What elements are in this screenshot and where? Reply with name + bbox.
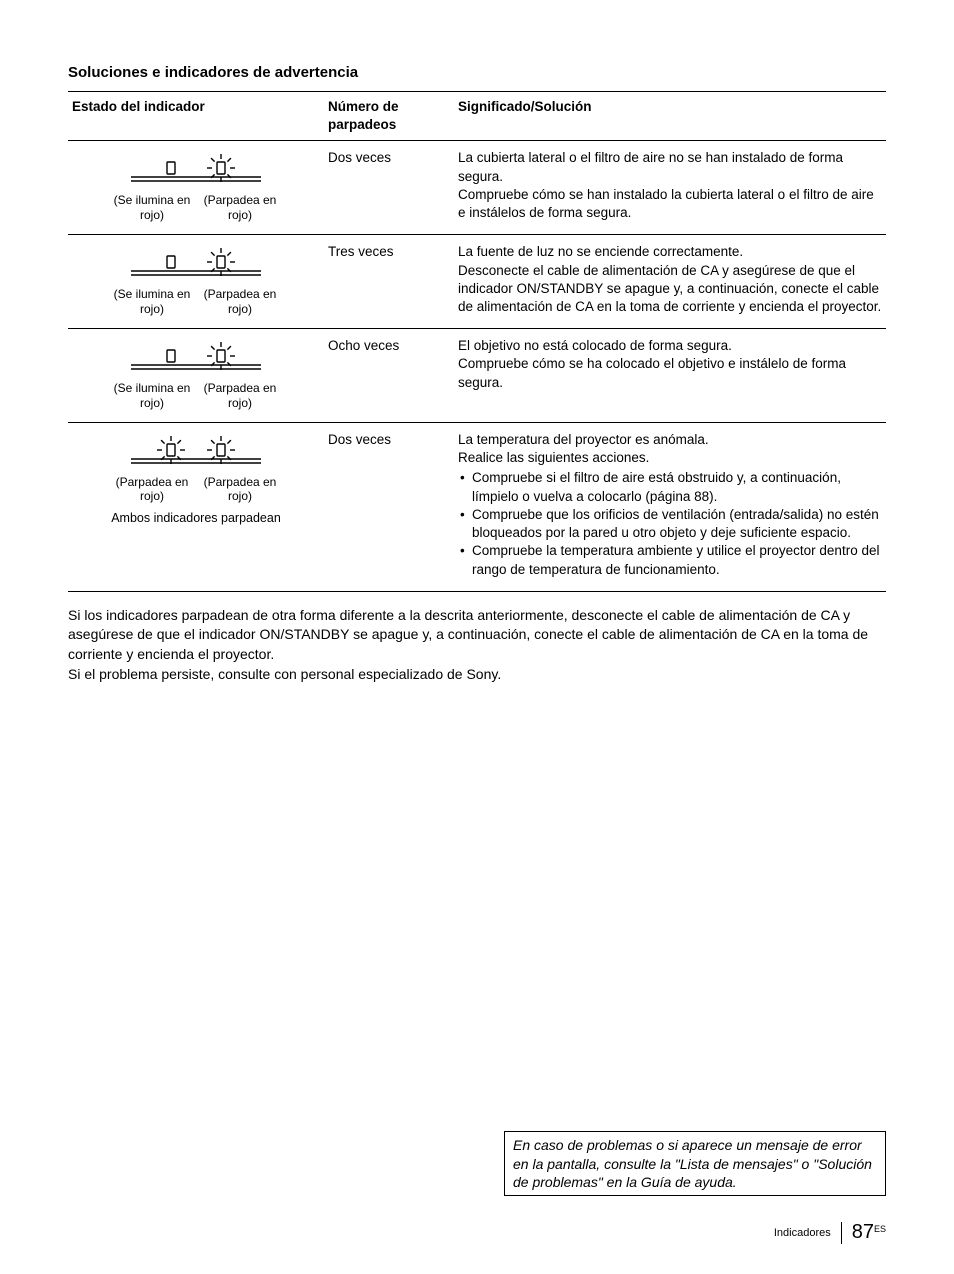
meaning-bullets: Compruebe si el filtro de aire está obst… bbox=[458, 469, 882, 578]
cell-meaning: La temperatura del proyector es anómala.… bbox=[454, 422, 886, 591]
footer-lang: ES bbox=[874, 1224, 886, 1234]
after-table-paragraph-2: Si el problema persiste, consulte con pe… bbox=[68, 665, 886, 685]
table-row: (Se ilumina en rojo) (Parpadea en rojo) Do… bbox=[68, 141, 886, 235]
header-flashes: Número de parpadeos bbox=[324, 92, 454, 141]
cell-flash-count: Dos veces bbox=[324, 422, 454, 591]
meaning-bullet-item: Compruebe que los orificios de ventilaci… bbox=[458, 506, 882, 542]
meaning-body: Compruebe cómo se ha colocado el objetiv… bbox=[458, 355, 882, 391]
indicator-right-label: (Parpadea en rojo) bbox=[200, 287, 280, 316]
help-note-box: En caso de problemas o si aparece un men… bbox=[504, 1131, 886, 1196]
after-table-paragraph-1: Si los indicadores parpadean de otra for… bbox=[68, 606, 886, 665]
section-title: Soluciones e indicadores de advertencia bbox=[68, 64, 886, 81]
meaning-body: Desconecte el cable de alimentación de C… bbox=[458, 262, 882, 317]
cell-meaning: El objetivo no está colocado de forma se… bbox=[454, 329, 886, 423]
cell-indicator-status: (Parpadea en rojo) (Parpadea en rojo) Ambo… bbox=[68, 422, 324, 591]
table-row: (Se ilumina en rojo) (Parpadea en rojo) Oc… bbox=[68, 329, 886, 423]
cell-indicator-status: (Se ilumina en rojo) (Parpadea en rojo) bbox=[68, 235, 324, 329]
cell-indicator-status: (Se ilumina en rojo) (Parpadea en rojo) bbox=[68, 329, 324, 423]
indicator-table: Estado del indicador Número de parpadeos… bbox=[68, 91, 886, 592]
footer-section-label: Indicadores bbox=[774, 1227, 831, 1239]
indicator-left-label: (Se ilumina en rojo) bbox=[112, 193, 192, 222]
header-status: Estado del indicador bbox=[68, 92, 324, 141]
indicator-right-label: (Parpadea en rojo) bbox=[200, 193, 280, 222]
footer-divider bbox=[841, 1222, 842, 1244]
indicator-right-label: (Parpadea en rojo) bbox=[200, 475, 280, 504]
page-footer: Indicadores 87ES bbox=[774, 1221, 886, 1244]
table-row: (Se ilumina en rojo) (Parpadea en rojo) Tr… bbox=[68, 235, 886, 329]
cell-flash-count: Tres veces bbox=[324, 235, 454, 329]
meaning-body: Realice las siguientes acciones. bbox=[458, 449, 882, 467]
header-meaning: Significado/Solución bbox=[454, 92, 886, 141]
indicator-extra-note: Ambos indicadores parpadean bbox=[72, 510, 320, 527]
cell-meaning: La fuente de luz no se enciende correcta… bbox=[454, 235, 886, 329]
indicator-right-label: (Parpadea en rojo) bbox=[200, 381, 280, 410]
footer-page-number: 87 bbox=[852, 1221, 874, 1243]
meaning-bullet-item: Compruebe la temperatura ambiente y util… bbox=[458, 542, 882, 578]
table-row: (Parpadea en rojo) (Parpadea en rojo) Ambo… bbox=[68, 422, 886, 591]
meaning-intro: La cubierta lateral o el filtro de aire … bbox=[458, 149, 882, 185]
meaning-intro: La temperatura del proyector es anómala. bbox=[458, 431, 882, 449]
cell-flash-count: Dos veces bbox=[324, 141, 454, 235]
meaning-body: Compruebe cómo se han instalado la cubie… bbox=[458, 186, 882, 222]
cell-meaning: La cubierta lateral o el filtro de aire … bbox=[454, 141, 886, 235]
indicator-left-label: (Se ilumina en rojo) bbox=[112, 287, 192, 316]
cell-indicator-status: (Se ilumina en rojo) (Parpadea en rojo) bbox=[68, 141, 324, 235]
indicator-left-label: (Parpadea en rojo) bbox=[112, 475, 192, 504]
cell-flash-count: Ocho veces bbox=[324, 329, 454, 423]
meaning-intro: La fuente de luz no se enciende correcta… bbox=[458, 243, 882, 261]
meaning-intro: El objetivo no está colocado de forma se… bbox=[458, 337, 882, 355]
meaning-bullet-item: Compruebe si el filtro de aire está obst… bbox=[458, 469, 882, 505]
indicator-left-label: (Se ilumina en rojo) bbox=[112, 381, 192, 410]
